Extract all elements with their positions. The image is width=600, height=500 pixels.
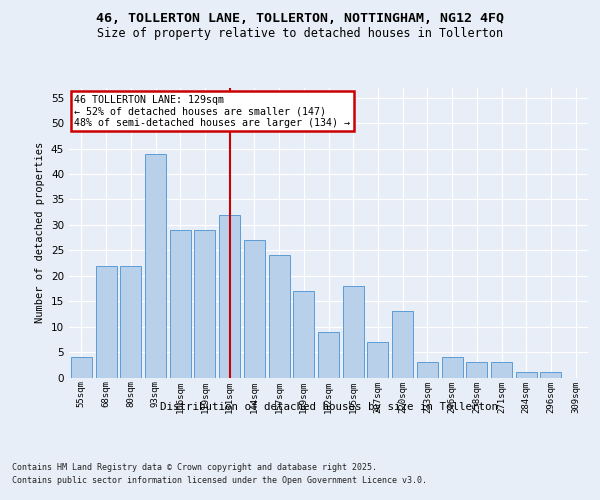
Bar — [516, 372, 537, 378]
Bar — [367, 342, 388, 378]
Bar — [120, 266, 141, 378]
Bar — [491, 362, 512, 378]
Bar — [244, 240, 265, 378]
Bar — [219, 214, 240, 378]
Bar — [194, 230, 215, 378]
Bar — [442, 357, 463, 378]
Bar — [318, 332, 339, 378]
Text: 46 TOLLERTON LANE: 129sqm
← 52% of detached houses are smaller (147)
48% of semi: 46 TOLLERTON LANE: 129sqm ← 52% of detac… — [74, 95, 350, 128]
Bar — [541, 372, 562, 378]
Y-axis label: Number of detached properties: Number of detached properties — [35, 142, 46, 323]
Bar — [466, 362, 487, 378]
Bar — [95, 266, 116, 378]
Bar — [392, 312, 413, 378]
Bar — [417, 362, 438, 378]
Text: 46, TOLLERTON LANE, TOLLERTON, NOTTINGHAM, NG12 4FQ: 46, TOLLERTON LANE, TOLLERTON, NOTTINGHA… — [96, 12, 504, 26]
Bar — [71, 357, 92, 378]
Text: Contains HM Land Registry data © Crown copyright and database right 2025.: Contains HM Land Registry data © Crown c… — [12, 462, 377, 471]
Bar — [269, 256, 290, 378]
Bar — [145, 154, 166, 378]
Text: Distribution of detached houses by size in Tollerton: Distribution of detached houses by size … — [160, 402, 498, 412]
Text: Size of property relative to detached houses in Tollerton: Size of property relative to detached ho… — [97, 28, 503, 40]
Bar — [293, 291, 314, 378]
Bar — [170, 230, 191, 378]
Text: Contains public sector information licensed under the Open Government Licence v3: Contains public sector information licen… — [12, 476, 427, 485]
Bar — [343, 286, 364, 378]
